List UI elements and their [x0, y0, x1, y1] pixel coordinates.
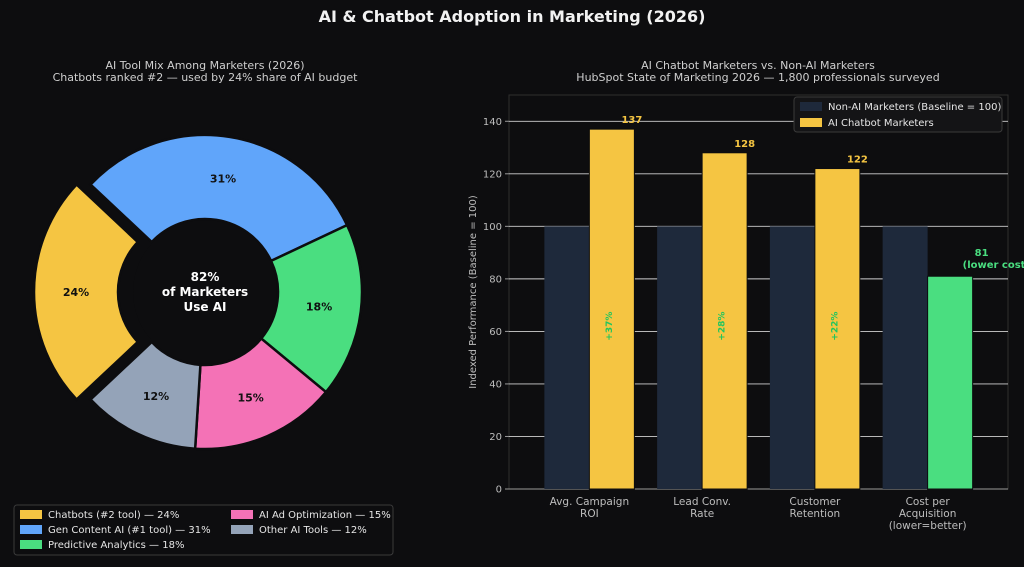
bar-legend: Non-AI Marketers (Baseline = 100) AI Cha… [793, 96, 1003, 133]
bar-non-ai [544, 226, 590, 490]
x-tick-label: Retention [790, 508, 841, 520]
bar-non-ai [882, 226, 928, 490]
x-tick-label: (lower=better) [889, 520, 967, 532]
pie-legend: Chatbots (#2 tool) — 24% Gen Content AI … [13, 504, 394, 556]
legend-swatch-non-ai [800, 102, 822, 111]
y-axis-label: Indexed Performance (Baseline = 100) [468, 195, 479, 389]
bar-value-label: 128 [734, 139, 755, 150]
donut-slice-ad-optimization [193, 336, 328, 451]
legend-item-other: Other AI Tools — 12% [259, 525, 367, 536]
delta-label: +37% [605, 312, 615, 341]
donut-slice-label-ad-optimization: 15% [238, 392, 264, 405]
donut-slice-label-predictive: 18% [306, 300, 332, 313]
bar-value-label: 122 [847, 155, 868, 166]
bar-ai-chatbot [701, 152, 748, 490]
legend-swatch-ad-optimization [231, 510, 253, 519]
donut-slice-chatbots [32, 182, 140, 402]
legend-item-ai-chatbot: AI Chatbot Marketers [828, 118, 934, 129]
x-tick-label: Avg. Campaign [550, 496, 629, 508]
y-tick-label: 60 [489, 327, 502, 338]
bar-chart-title: AI Chatbot Marketers vs. Non-AI Marketer… [641, 59, 875, 72]
bar-non-ai [769, 226, 815, 490]
legend-swatch-predictive [20, 540, 42, 549]
donut-center-label-value: 82% [191, 270, 220, 284]
y-tick-label: 80 [489, 274, 502, 285]
x-tick-label: Lead Conv. [673, 496, 731, 508]
page-title: AI & Chatbot Adoption in Marketing (2026… [319, 7, 706, 26]
delta-label: +28% [718, 312, 728, 341]
y-tick-label: 40 [489, 379, 502, 390]
legend-item-predictive: Predictive Analytics — 18% [48, 540, 184, 551]
bar-non-ai [657, 226, 703, 490]
bar-ai-chatbot [588, 128, 635, 490]
donut-slice-label-other: 12% [143, 390, 169, 403]
legend-swatch-gen-content [20, 525, 42, 534]
legend-item-ad-optimization: AI Ad Optimization — 15% [259, 510, 391, 521]
donut-hole [133, 220, 277, 364]
donut-slice-predictive [259, 223, 364, 394]
y-tick-label: 20 [489, 432, 502, 443]
donut-slice-gen-content [88, 133, 349, 263]
y-tick-label: 140 [483, 117, 502, 128]
bar-value-label: (lower cost) [963, 260, 1024, 271]
x-tick-label: Cost per [906, 496, 951, 508]
bar-value-label: 81 [975, 248, 989, 259]
legend-item-gen-content: Gen Content AI (#1 tool) — 31% [48, 525, 211, 536]
bar-ai-chatbot [814, 168, 861, 490]
x-tick-label: Rate [690, 508, 714, 520]
delta-label: +22% [830, 312, 840, 341]
bar-chart-subtitle: HubSpot State of Marketing 2026 — 1,800 … [576, 71, 939, 84]
y-tick-label: 120 [483, 169, 502, 180]
legend-item-non-ai: Non-AI Marketers (Baseline = 100) [828, 102, 1001, 113]
x-tick-label: Acquisition [899, 508, 957, 520]
donut-slice-label-chatbots: 24% [63, 286, 89, 299]
legend-item-chatbots: Chatbots (#2 tool) — 24% [48, 510, 179, 521]
legend-swatch-other [231, 525, 253, 534]
pie-chart-title: AI Tool Mix Among Marketers (2026) [105, 59, 304, 72]
donut-center-label-line3: Use AI [184, 300, 227, 314]
bar-ai-chatbot [927, 275, 974, 490]
pie-chart-subtitle: Chatbots ranked #2 — used by 24% share o… [53, 71, 359, 84]
donut-center-label-line2: of Marketers [162, 285, 248, 299]
legend-swatch-chatbots [20, 510, 42, 519]
x-tick-label: Customer [789, 496, 841, 508]
x-tick-label: ROI [580, 508, 599, 520]
donut-slice-label-gen-content: 31% [210, 172, 236, 185]
bar-chart: 0 20 40 60 80 100 120 140 137 +37% Avg. CampaignRO… [483, 94, 1024, 532]
bar-value-label: 137 [621, 115, 642, 126]
y-tick-label: 0 [496, 485, 502, 496]
donut-chart: 24% 31% 18% 15% 12% [32, 133, 364, 451]
legend-swatch-ai-chatbot [800, 118, 822, 127]
y-tick-label: 100 [483, 222, 502, 233]
donut-slice-other [88, 340, 202, 451]
